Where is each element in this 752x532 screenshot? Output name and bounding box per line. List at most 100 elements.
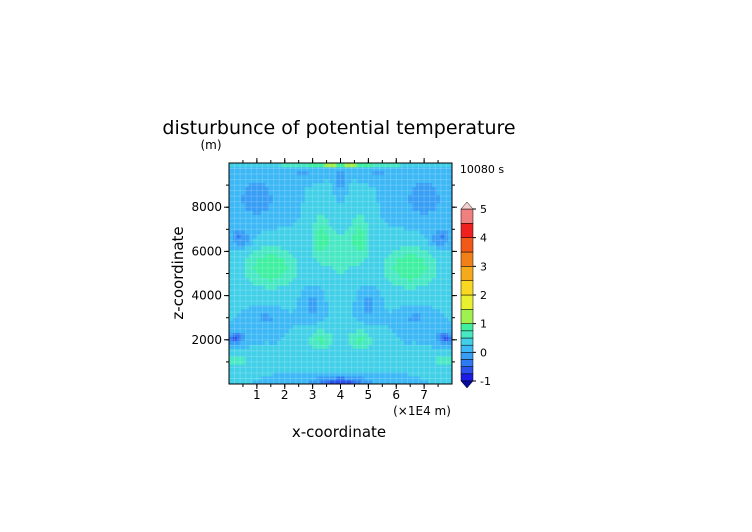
field-cell — [332, 222, 337, 227]
field-cell — [324, 348, 329, 353]
field-cell — [324, 376, 329, 381]
field-cell — [408, 269, 413, 274]
field-cell — [392, 368, 397, 373]
field-cell — [308, 222, 314, 227]
field-cell — [272, 265, 278, 270]
field-cell — [328, 336, 333, 341]
field-cell — [344, 344, 349, 349]
field-cell — [412, 230, 417, 235]
field-cell — [436, 305, 441, 310]
field-cell — [312, 245, 318, 251]
field-cell — [384, 178, 389, 184]
field-cell — [376, 348, 381, 353]
field-cell — [388, 234, 393, 239]
field-cell — [440, 249, 445, 255]
field-cell — [380, 289, 385, 294]
field-cell — [352, 257, 357, 263]
field-cell — [276, 186, 282, 192]
field-cell — [324, 222, 329, 227]
field-cell — [448, 210, 453, 215]
field-cell — [348, 202, 353, 207]
field-cell — [280, 257, 286, 263]
field-cell — [260, 230, 266, 235]
field-cell — [352, 344, 357, 349]
field-cell — [444, 368, 449, 373]
field-cell — [436, 293, 441, 298]
field-cell — [432, 281, 437, 286]
field-cell — [304, 194, 310, 199]
colorbar-tick-label: 5 — [480, 203, 487, 216]
field-cell — [300, 301, 306, 306]
field-cell — [440, 253, 445, 259]
field-cell — [304, 305, 310, 310]
field-cell — [248, 210, 254, 215]
field-cell — [336, 289, 341, 294]
field-cell — [332, 332, 337, 338]
field-cell — [252, 182, 258, 188]
field-cell — [428, 372, 433, 377]
field-cell — [252, 336, 258, 341]
field-cell — [396, 348, 401, 353]
field-cell — [348, 336, 353, 341]
field-cell — [280, 234, 286, 239]
field-cell — [412, 301, 417, 306]
field-cell — [396, 194, 401, 199]
field-cell — [240, 332, 246, 338]
field-cell — [236, 214, 242, 219]
field-cell — [420, 234, 425, 239]
field-cell — [376, 293, 381, 298]
field-cell — [376, 170, 381, 176]
field-cell — [336, 348, 341, 353]
field-cell — [412, 277, 417, 282]
field-cell — [252, 297, 258, 302]
field-cell — [292, 293, 298, 298]
field-cell — [264, 241, 270, 247]
field-cell — [420, 163, 425, 168]
field-cell — [444, 190, 449, 195]
field-cell — [240, 285, 246, 290]
field-cell — [248, 230, 254, 235]
field-cell — [444, 226, 449, 231]
field-cell — [264, 277, 270, 282]
field-cell — [404, 320, 409, 326]
field-cell — [332, 336, 337, 341]
field-cell — [432, 277, 437, 282]
field-cell — [240, 237, 246, 243]
field-cell — [416, 360, 421, 365]
field-cell — [272, 257, 278, 263]
field-cell — [328, 305, 333, 310]
field-cell — [300, 202, 306, 207]
field-cell — [360, 285, 365, 290]
field-cell — [380, 320, 385, 326]
field-cell — [229, 210, 234, 215]
field-cell — [316, 206, 321, 211]
field-cell — [420, 372, 425, 377]
field-cell — [404, 340, 409, 345]
field-cell — [376, 309, 381, 314]
field-cell — [284, 170, 290, 176]
y-axis-label: z-coordinate — [169, 226, 187, 319]
field-cell — [416, 309, 421, 314]
field-cell — [296, 281, 302, 286]
field-cell — [444, 380, 449, 385]
field-cell — [432, 289, 437, 294]
field-cell — [412, 190, 417, 195]
field-cell — [288, 372, 294, 377]
field-cell — [444, 202, 449, 207]
field-cell — [352, 194, 357, 199]
field-cell — [332, 285, 337, 290]
field-cell — [236, 178, 242, 184]
field-cell — [268, 257, 274, 263]
field-cell — [324, 186, 329, 192]
field-cell — [372, 174, 377, 180]
field-cell — [229, 218, 234, 223]
field-cell — [328, 360, 333, 365]
field-cell — [360, 269, 365, 274]
field-cell — [408, 309, 413, 314]
field-cell — [316, 340, 321, 345]
field-cell — [448, 249, 453, 255]
field-cell — [428, 253, 433, 259]
field-cell — [420, 297, 425, 302]
field-cell — [320, 166, 325, 172]
field-cell — [372, 257, 377, 263]
